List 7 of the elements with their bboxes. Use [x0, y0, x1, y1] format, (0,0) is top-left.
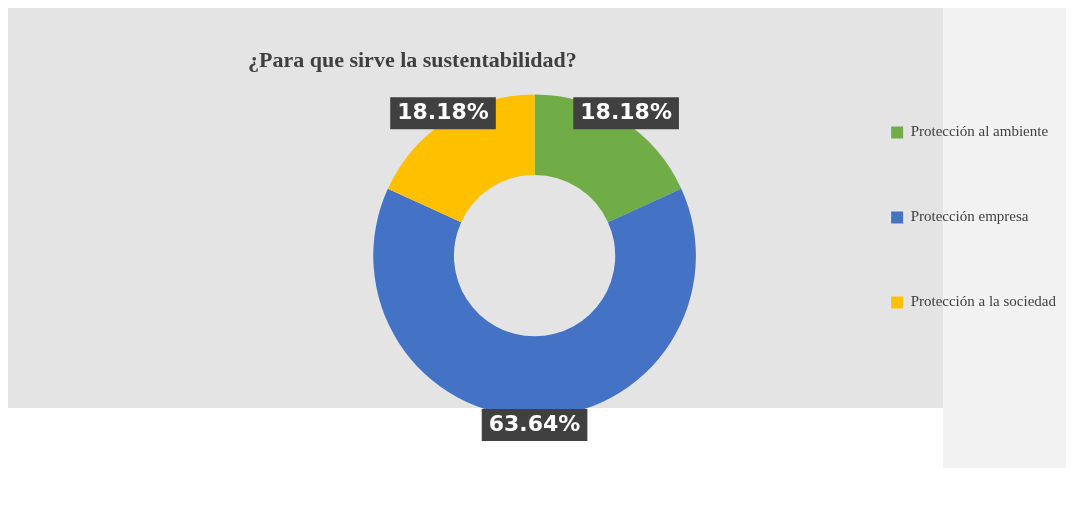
data-label: 63.64% [488, 410, 581, 436]
legend-label: Protección al ambiente [910, 123, 1049, 140]
legend-label: Protección empresa [910, 208, 1029, 225]
data-label: 18.18% [397, 98, 489, 124]
chart-title: ¿Para que sirve la sustentabilidad? [248, 46, 577, 72]
data-label: 18.18% [580, 98, 672, 124]
legend-label: Protección a la sociedad [910, 293, 1057, 310]
